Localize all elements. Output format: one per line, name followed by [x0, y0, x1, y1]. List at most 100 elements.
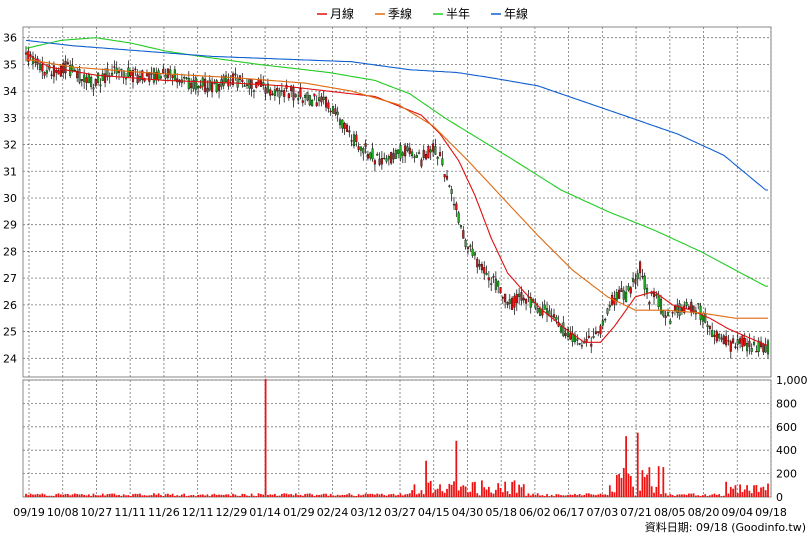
candle [485, 265, 488, 276]
candle [192, 73, 195, 92]
volume-bar [662, 467, 665, 497]
candle [394, 148, 397, 159]
candle-body [485, 272, 488, 276]
candle-body [111, 72, 114, 76]
candle-body [666, 312, 670, 317]
date-tick-label: 01/14 [249, 506, 281, 519]
candle [569, 326, 572, 341]
candle-body [662, 310, 665, 317]
candle-body [106, 68, 109, 78]
candle-body [580, 345, 583, 347]
candle-body [73, 69, 76, 72]
legend-label-4: 年線 [504, 6, 528, 21]
volume-bar [225, 494, 227, 497]
price-tick-label: 30 [3, 192, 17, 205]
volume-bar [392, 493, 395, 497]
volume-bar [648, 467, 651, 497]
candle [97, 72, 100, 86]
candle-body [420, 159, 423, 167]
candle [59, 63, 62, 78]
volume-bar [327, 495, 330, 497]
candle [311, 98, 314, 107]
candle-body [487, 277, 490, 281]
candle-body [392, 153, 395, 160]
candle-body [397, 149, 400, 154]
candle [129, 69, 132, 78]
candle [487, 271, 490, 288]
candle-body [497, 281, 500, 287]
volume-bar [464, 486, 467, 497]
candle [264, 84, 267, 100]
volume-bar [120, 495, 123, 497]
candle [566, 326, 570, 341]
candle-body [336, 111, 339, 116]
candle-body [231, 73, 235, 85]
volume-tick-label: 400 [776, 444, 797, 457]
candle [66, 58, 69, 65]
candle [725, 330, 728, 348]
volume-bar [57, 493, 60, 497]
volume-bar [139, 493, 141, 497]
candle [252, 89, 256, 99]
candle-body [597, 331, 600, 333]
candle-body [166, 68, 169, 79]
candle-body [327, 102, 330, 109]
volume-bar [522, 484, 525, 497]
volume-bar [253, 495, 255, 497]
volume-bar [460, 486, 462, 497]
candle-body [415, 155, 418, 158]
candle-body [452, 204, 456, 206]
volume-bar [136, 493, 139, 497]
volume-bar [446, 488, 448, 497]
volume-bar [287, 494, 290, 497]
volume-bar [243, 494, 246, 497]
candle-body [199, 85, 202, 89]
date-tick-label: 06/02 [519, 506, 551, 519]
volume-bar [320, 494, 323, 497]
candle-body [732, 338, 735, 344]
candle [287, 92, 290, 101]
candle-body [404, 145, 407, 157]
volume-bar [494, 489, 497, 497]
candle [71, 57, 74, 73]
volume-bar [215, 494, 218, 497]
volume-bar [739, 484, 741, 497]
price-tick-label: 31 [3, 165, 17, 178]
volume-bar [413, 484, 416, 497]
candle [99, 78, 102, 93]
candle-body [27, 50, 30, 62]
volume-bar [113, 493, 116, 497]
volume-bar [220, 494, 223, 497]
volume-bar [350, 494, 353, 497]
candle [273, 85, 276, 101]
volume-bar [357, 494, 360, 497]
candle [76, 67, 79, 82]
candle [576, 334, 579, 346]
candle-body [164, 74, 167, 79]
candle [197, 84, 200, 96]
price-tick-label: 27 [3, 272, 17, 285]
volume-bar [601, 494, 604, 497]
candle [652, 287, 656, 305]
candle [322, 90, 325, 105]
candle [134, 66, 137, 76]
candle [636, 269, 639, 287]
candle-body [243, 85, 246, 87]
volume-bar [548, 496, 551, 497]
volume-bar [685, 494, 688, 497]
candle [43, 71, 46, 79]
price-tick-label: 35 [3, 58, 17, 71]
candle-body [76, 70, 79, 79]
candle [625, 285, 628, 303]
candle [327, 99, 330, 113]
volume-bar [481, 480, 483, 497]
candle-body [555, 317, 558, 320]
volume-bar [581, 495, 583, 497]
volume-bar [294, 493, 297, 497]
candle-body [362, 148, 365, 154]
price-tick-label: 32 [3, 139, 17, 152]
volume-bar [164, 494, 167, 497]
candle-body [280, 90, 283, 92]
volume-bar [767, 483, 769, 497]
volume-bar [471, 482, 474, 497]
